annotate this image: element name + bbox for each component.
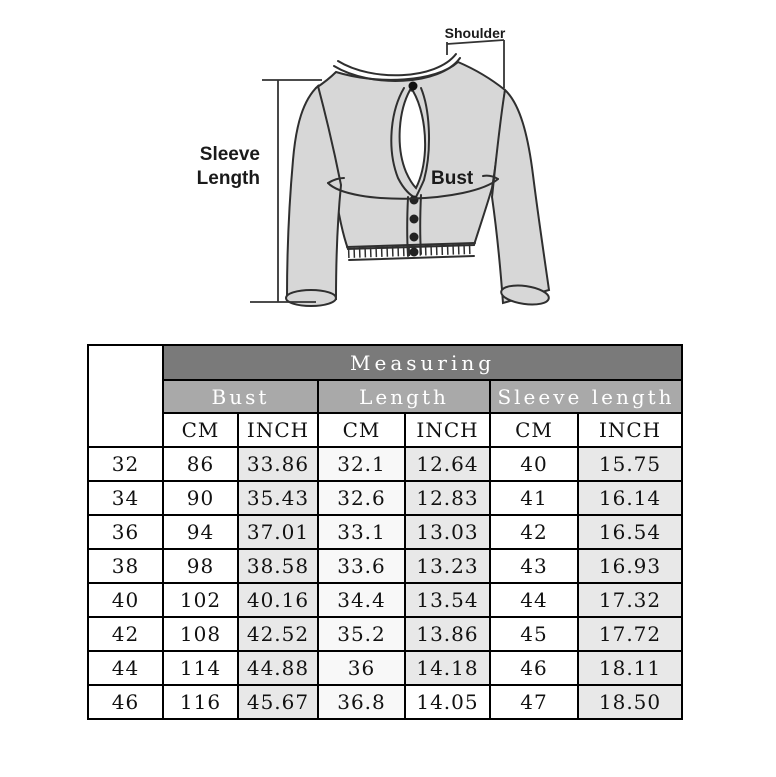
size-cell: 34 <box>87 480 164 516</box>
sleeve-cm-header: CM <box>489 412 579 448</box>
size-cell: 40 <box>87 582 164 618</box>
sleeve-length-label-line2: Length <box>197 168 260 189</box>
sleeve-cm-cell: 41 <box>489 480 579 516</box>
length-inch-cell: 13.86 <box>404 616 491 652</box>
sleeve-inch-cell: 18.50 <box>576 684 684 720</box>
length-group-header: Length <box>317 379 491 414</box>
table-row: 36 94 37.01 33.1 13.03 42 16.54 <box>87 514 684 550</box>
length-inch-cell: 14.05 <box>404 684 491 720</box>
bust-inch-cell: 40.16 <box>237 582 319 618</box>
length-cm-cell: 36 <box>317 650 406 686</box>
length-cm-cell: 33.6 <box>317 548 406 584</box>
bust-cm-cell: 86 <box>162 446 239 482</box>
length-cm-cell: 33.1 <box>317 514 406 550</box>
size-cell: 38 <box>87 548 164 584</box>
bust-inch-cell: 38.58 <box>237 548 319 584</box>
bust-inch-cell: 42.52 <box>237 616 319 652</box>
table-row: 40 102 40.16 34.4 13.54 44 17.32 <box>87 582 684 618</box>
length-inch-cell: 13.03 <box>404 514 491 550</box>
length-cm-cell: 34.4 <box>317 582 406 618</box>
sleeve-inch-cell: 17.72 <box>576 616 684 652</box>
measurement-diagram: Shoulder Sleeve Length Bust <box>0 0 776 335</box>
sleeve-length-label-line1: Sleeve <box>200 144 260 165</box>
bust-inch-header: INCH <box>237 412 319 448</box>
length-cm-cell: 36.8 <box>317 684 406 720</box>
bust-cm-cell: 114 <box>162 650 239 686</box>
sleeve-length-measure-line <box>250 79 322 303</box>
length-inch-header: INCH <box>404 412 491 448</box>
table-row: 34 90 35.43 32.6 12.83 41 16.14 <box>87 480 684 516</box>
measuring-title: Measuring <box>161 344 684 381</box>
bust-group-header: Bust <box>162 379 319 414</box>
bust-cm-header: CM <box>162 412 239 448</box>
bust-cm-cell: 94 <box>162 514 239 550</box>
sleeve-cm-cell: 45 <box>489 616 579 652</box>
shoulder-measure-line <box>446 39 505 88</box>
table-row: 38 98 38.58 33.6 13.23 43 16.93 <box>87 548 684 584</box>
size-column-header: Size <box>87 344 164 448</box>
table-row: 42 108 42.52 35.2 13.86 45 17.72 <box>87 616 684 652</box>
sleeve-cm-cell: 40 <box>489 446 579 482</box>
size-chart-table: Size Measuring Bust Length Sleeve length… <box>87 344 684 720</box>
bust-cm-cell: 108 <box>162 616 239 652</box>
length-inch-cell: 12.64 <box>404 446 491 482</box>
sleeve-inch-cell: 15.75 <box>576 446 684 482</box>
table-row: 46 116 45.67 36.8 14.05 47 18.50 <box>87 684 684 720</box>
bust-inch-cell: 44.88 <box>237 650 319 686</box>
table-row: 32 86 33.86 32.1 12.64 40 15.75 <box>87 446 684 482</box>
sleeve-cm-cell: 43 <box>489 548 579 584</box>
sleeve-cm-cell: 42 <box>489 514 579 550</box>
sleeve-cm-cell: 47 <box>489 684 579 720</box>
bust-cm-cell: 98 <box>162 548 239 584</box>
sleeve-inch-cell: 18.11 <box>576 650 684 686</box>
bust-inch-cell: 45.67 <box>237 684 319 720</box>
bust-cm-cell: 116 <box>162 684 239 720</box>
size-cell: 42 <box>87 616 164 652</box>
bust-cm-cell: 102 <box>162 582 239 618</box>
sleeve-inch-cell: 16.14 <box>576 480 684 516</box>
length-inch-cell: 14.18 <box>404 650 491 686</box>
size-cell: 36 <box>87 514 164 550</box>
sleeve-length-group-header: Sleeve length <box>488 379 684 414</box>
sleeve-inch-header: INCH <box>576 412 684 448</box>
sleeve-cm-cell: 46 <box>489 650 579 686</box>
bust-inch-cell: 33.86 <box>237 446 319 482</box>
bust-cm-cell: 90 <box>162 480 239 516</box>
length-inch-cell: 13.54 <box>404 582 491 618</box>
size-chart-table-wrap: Size Measuring Bust Length Sleeve length… <box>87 344 684 720</box>
length-inch-cell: 12.83 <box>404 480 491 516</box>
length-cm-cell: 35.2 <box>317 616 406 652</box>
length-cm-cell: 32.1 <box>317 446 406 482</box>
size-cell: 44 <box>87 650 164 686</box>
shoulder-label: Shoulder <box>445 25 506 41</box>
length-inch-cell: 13.23 <box>404 548 491 584</box>
size-cell: 32 <box>87 446 164 482</box>
sleeve-inch-cell: 16.93 <box>576 548 684 584</box>
length-cm-cell: 32.6 <box>317 480 406 516</box>
bust-label: Bust <box>431 168 474 189</box>
size-table-body: 32 86 33.86 32.1 12.64 40 15.75 34 90 35… <box>87 446 684 720</box>
size-cell: 46 <box>87 684 164 720</box>
bust-inch-cell: 35.43 <box>237 480 319 516</box>
sleeve-cm-cell: 44 <box>489 582 579 618</box>
bust-inch-cell: 37.01 <box>237 514 319 550</box>
sleeve-inch-cell: 17.32 <box>576 582 684 618</box>
table-row: 44 114 44.88 36 14.18 46 18.11 <box>87 650 684 686</box>
cropped-cardigan-icon: Shoulder Sleeve Length Bust <box>197 25 551 307</box>
sleeve-inch-cell: 16.54 <box>576 514 684 550</box>
length-cm-header: CM <box>317 412 406 448</box>
